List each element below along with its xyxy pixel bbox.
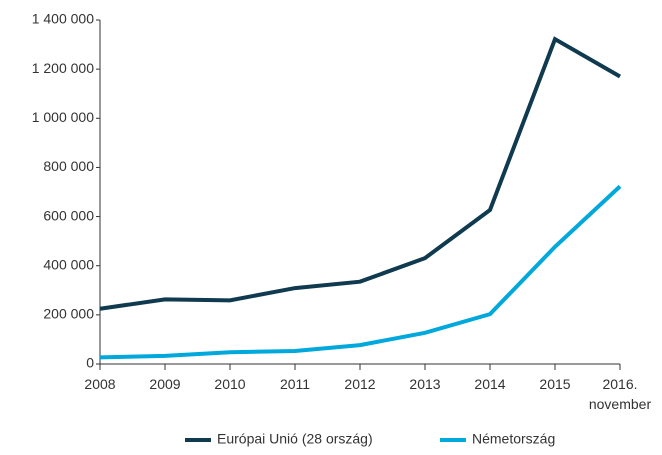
y-tick-label: 800 000 bbox=[43, 158, 94, 174]
series-line bbox=[99, 184, 622, 360]
x-tick-label: 2014 bbox=[474, 376, 506, 392]
legend-label: Európai Unió (28 ország) bbox=[217, 431, 373, 447]
y-tick-label: 600 000 bbox=[43, 207, 94, 223]
x-tick-label: 2013 bbox=[409, 376, 441, 392]
x-tick-label: 2016. november bbox=[588, 376, 652, 412]
x-tick-label: 2012 bbox=[344, 376, 376, 392]
x-tick-label: 2009 bbox=[149, 376, 181, 392]
y-tick-label: 200 000 bbox=[43, 306, 94, 322]
x-tick-label: 2011 bbox=[279, 376, 311, 392]
y-tick-label: 1 400 000 bbox=[32, 11, 94, 27]
y-tick-label: 400 000 bbox=[43, 256, 94, 272]
x-tick-label: 2015 bbox=[539, 376, 571, 392]
y-tick-label: 1 200 000 bbox=[32, 60, 94, 76]
series-line bbox=[99, 36, 621, 311]
x-tick-label: 2010 bbox=[214, 376, 246, 392]
legend-label: Németország bbox=[472, 431, 555, 447]
x-tick-label: 2008 bbox=[84, 376, 116, 392]
y-tick-label: 0 bbox=[86, 355, 94, 371]
y-tick-label: 1 000 000 bbox=[32, 109, 94, 125]
